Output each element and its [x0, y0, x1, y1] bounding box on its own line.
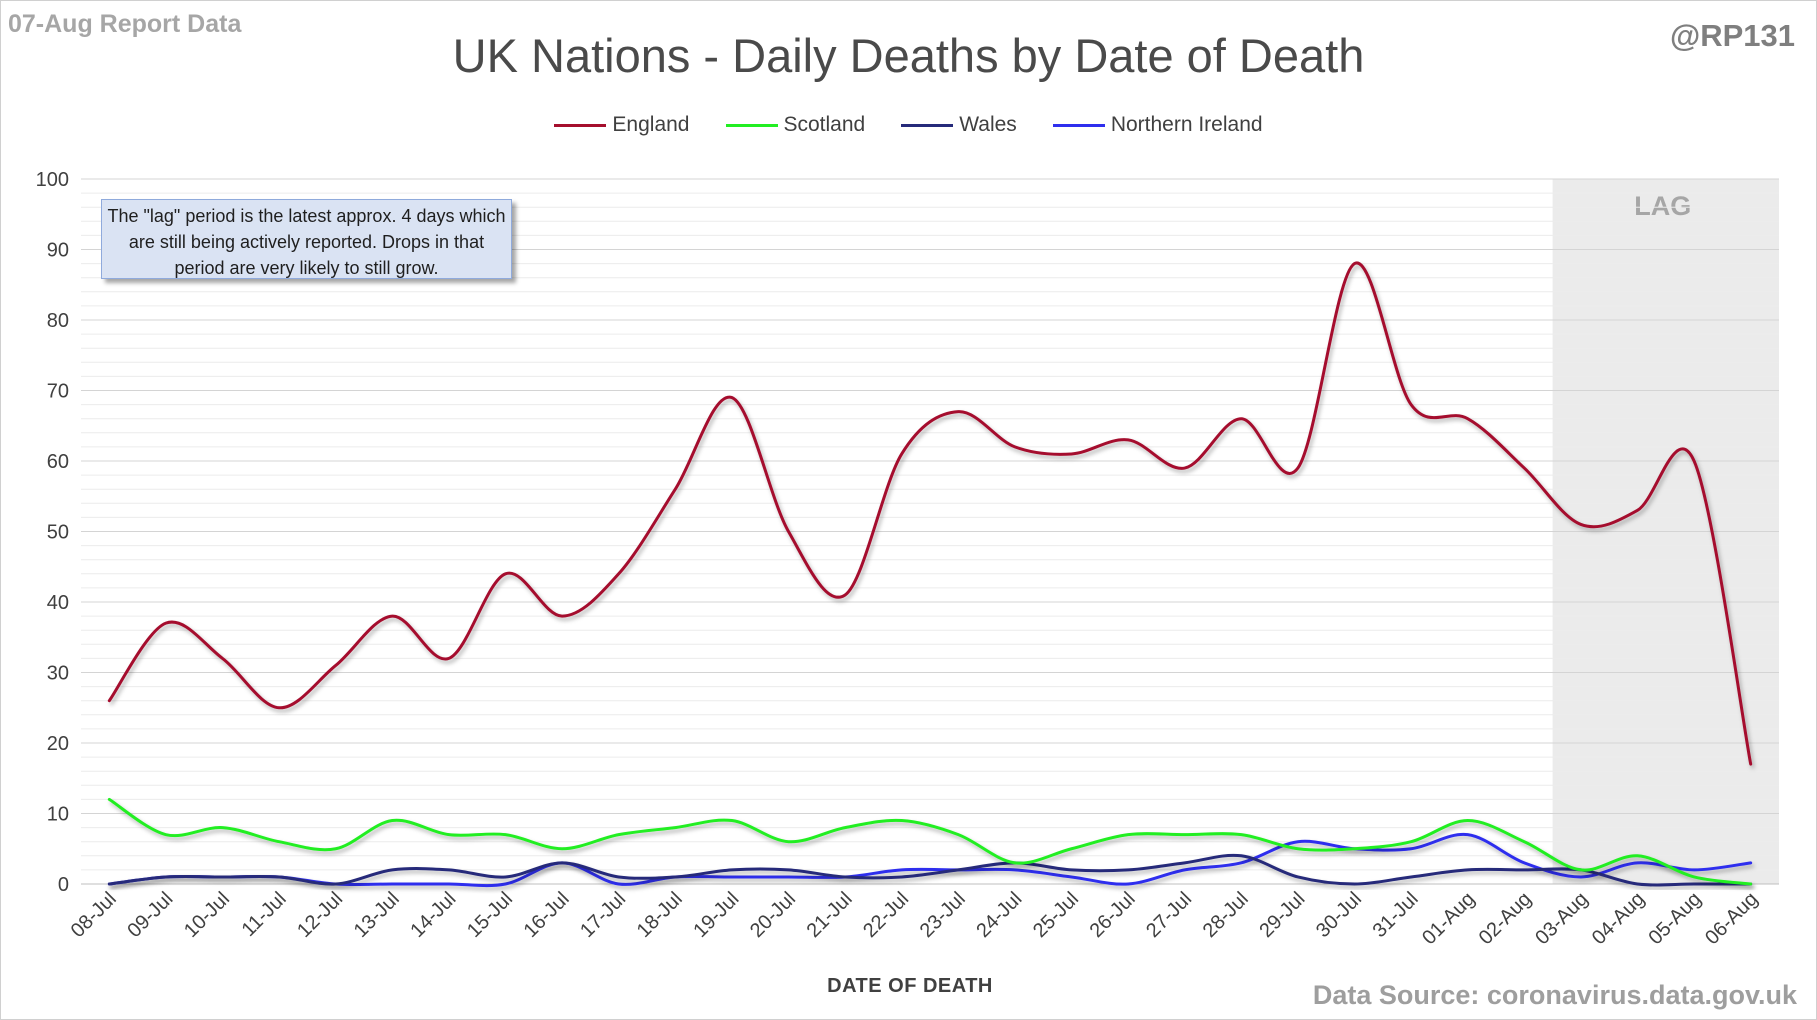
x-tick-label: 21-Jul: [803, 888, 857, 942]
y-tick-label: 50: [47, 522, 69, 544]
x-tick-label: 05-Aug: [1644, 888, 1705, 949]
y-tick-label: 60: [47, 451, 69, 473]
x-tick-label: 15-Jul: [463, 888, 517, 942]
chart-title: UK Nations - Daily Deaths by Date of Dea…: [452, 29, 1365, 82]
legend-item-england: England: [554, 113, 690, 137]
x-tick-label: 19-Jul: [689, 888, 743, 942]
lag-label: LAG: [1634, 191, 1691, 221]
series-line-northern-ireland: [107, 832, 1753, 888]
legend-label-northern-ireland: Northern Ireland: [1110, 113, 1263, 136]
x-tick-label: 13-Jul: [350, 888, 404, 942]
author-handle: @RP131: [1669, 18, 1795, 53]
series-line-scotland: [107, 797, 1753, 886]
x-tick-label: 29-Jul: [1255, 888, 1309, 942]
data-source-label: Data Source: coronavirus.data.gov.uk: [1312, 980, 1797, 1010]
chart-legend: England Scotland Wales Northern Ireland: [0, 113, 1817, 137]
x-tick-label: 26-Jul: [1086, 888, 1140, 942]
y-tick-label: 10: [47, 804, 69, 826]
legend-item-scotland: Scotland: [725, 113, 866, 137]
x-tick-label: 10-Jul: [180, 888, 234, 942]
y-tick-label: 70: [47, 381, 69, 403]
report-date-label: 07-Aug Report Data: [8, 10, 242, 38]
x-tick-label: 14-Jul: [406, 888, 460, 942]
x-tick-label: 02-Aug: [1475, 888, 1536, 949]
x-tick-label: 20-Jul: [746, 888, 800, 942]
x-tick-label: 12-Jul: [293, 888, 347, 942]
x-tick-label: 27-Jul: [1142, 888, 1196, 942]
legend-swatch-scotland: [725, 123, 778, 127]
x-tick-label: 03-Aug: [1531, 888, 1592, 949]
y-tick-label: 30: [47, 663, 69, 685]
x-tick-label: 24-Jul: [972, 888, 1026, 942]
x-tick-label: 22-Jul: [859, 888, 913, 942]
series-line-england: [107, 261, 1753, 766]
legend-swatch-england: [554, 123, 607, 127]
x-tick-label: 18-Jul: [633, 888, 687, 942]
x-tick-label: 11-Jul: [238, 888, 291, 941]
x-tick-label: 31-Jul: [1369, 888, 1423, 942]
x-tick-label: 01-Aug: [1418, 888, 1479, 949]
x-tick-label: 17-Jul: [576, 888, 630, 942]
legend-label-england: England: [612, 113, 690, 136]
legend-label-wales: Wales: [959, 113, 1017, 136]
x-tick-label: 30-Jul: [1312, 888, 1366, 942]
x-axis-title: DATE OF DEATH: [827, 975, 993, 997]
y-tick-label: 80: [47, 310, 69, 332]
x-tick-label: 09-Jul: [123, 888, 177, 942]
y-tick-label: 0: [58, 874, 69, 896]
y-tick-label: 20: [47, 733, 69, 755]
y-tick-label: 90: [47, 240, 69, 262]
x-tick-label: 23-Jul: [916, 888, 970, 942]
legend-swatch-northern-ireland: [1052, 123, 1105, 127]
x-tick-label: 06-Aug: [1701, 888, 1762, 949]
legend-item-wales: Wales: [901, 113, 1017, 137]
series-line-wales: [107, 853, 1753, 887]
legend-swatch-wales: [901, 123, 954, 127]
x-tick-label: 28-Jul: [1199, 888, 1253, 942]
x-tick-label: 08-Jul: [67, 888, 121, 942]
x-tick-label: 25-Jul: [1029, 888, 1083, 942]
legend-item-northern-ireland: Northern Ireland: [1052, 113, 1263, 137]
legend-label-scotland: Scotland: [783, 113, 866, 136]
y-tick-label: 40: [47, 592, 69, 614]
x-tick-label: 16-Jul: [520, 888, 574, 942]
lag-note-box: The "lag" period is the latest approx. 4…: [101, 199, 512, 279]
x-tick-label: 04-Aug: [1588, 888, 1649, 949]
y-tick-label: 100: [36, 169, 69, 191]
